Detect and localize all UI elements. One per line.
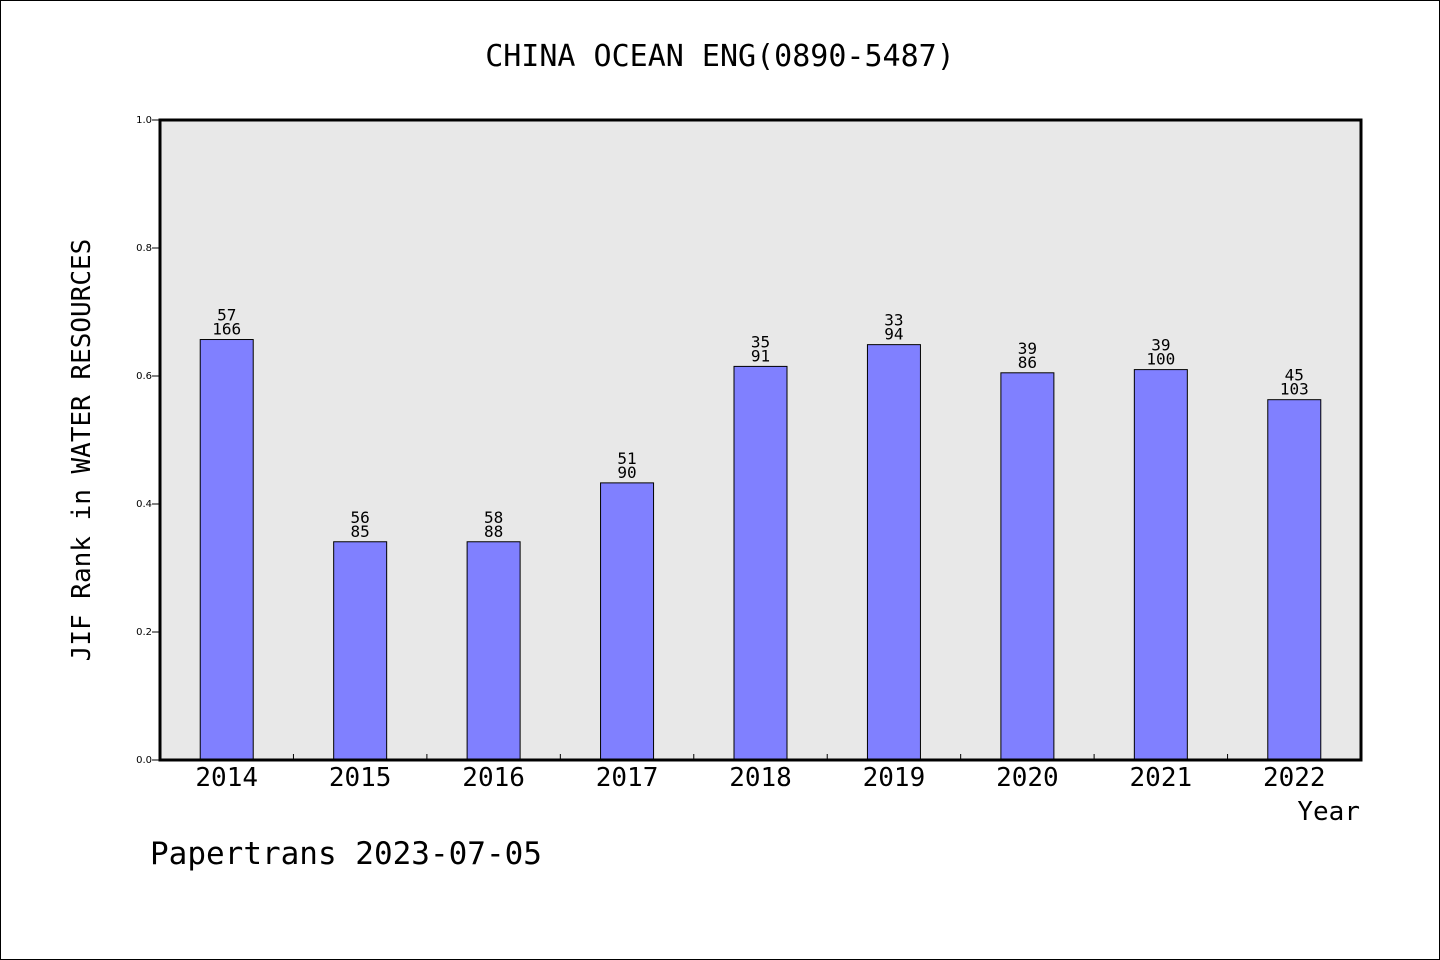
data-label-rank: 33 — [884, 311, 903, 330]
x-tick-label: 2022 — [1263, 763, 1326, 793]
x-tick-label: 2015 — [329, 763, 392, 793]
x-tick-label: 2020 — [996, 763, 1059, 793]
y-tick-label: 0.0 — [136, 755, 152, 766]
y-tick-label: 0.4 — [136, 499, 152, 510]
x-tick-label: 2018 — [729, 763, 792, 793]
x-tick-label: 2014 — [195, 763, 258, 793]
bar-series — [199, 339, 1322, 761]
x-tick-label: 2017 — [596, 763, 659, 793]
y-tick-label: 0.2 — [136, 627, 152, 638]
data-label-rank: 51 — [617, 449, 636, 468]
y-tick-label: 1.0 — [136, 115, 152, 126]
chart-title: CHINA OCEAN ENG(0890-5487) — [485, 39, 955, 74]
bar-2017 — [600, 482, 655, 761]
data-label-rank: 39 — [1018, 339, 1037, 358]
data-label-total: 94 — [884, 325, 903, 344]
bar-2020 — [1000, 372, 1055, 761]
bar-2021 — [1133, 369, 1188, 761]
x-axis-label: Year — [1297, 797, 1360, 827]
data-label-total: 90 — [617, 463, 636, 482]
bar-2022 — [1267, 399, 1322, 761]
y-axis-label: JIF Rank in WATER RESOURCES — [67, 239, 97, 662]
data-label-total: 86 — [1018, 353, 1037, 372]
plot-border — [158, 118, 1363, 762]
x-tick-label: 2019 — [863, 763, 926, 793]
data-label-total: 91 — [751, 346, 770, 365]
data-label-total: 100 — [1146, 350, 1175, 369]
x-tick-label: 2021 — [1130, 763, 1193, 793]
data-label-rank: 45 — [1285, 366, 1304, 385]
data-label-rank: 58 — [484, 508, 503, 527]
bar-2015 — [333, 541, 388, 761]
data-label-rank: 56 — [351, 508, 370, 527]
bar-2019 — [866, 344, 921, 761]
data-label-total: 85 — [351, 522, 370, 541]
data-label-total: 88 — [484, 522, 503, 541]
data-label-rank: 35 — [751, 332, 770, 351]
x-axis-ticks: 2014 2015 2016 2017 2018 2019 2020 2021 2022 — [195, 754, 1326, 793]
data-label-rank: 57 — [217, 306, 236, 325]
data-label-rank: 39 — [1151, 336, 1170, 355]
y-tick-label: 0.8 — [136, 243, 152, 254]
footer-watermark: Papertrans 2023-07-05 — [150, 836, 542, 872]
x-tick-label: 2016 — [462, 763, 525, 793]
bar-2014 — [199, 339, 254, 761]
data-label-total: 166 — [212, 320, 241, 339]
y-tick-label: 0.6 — [136, 371, 152, 382]
bar-2016 — [466, 541, 521, 761]
bar-2018 — [733, 365, 788, 761]
data-label-total: 103 — [1280, 380, 1309, 399]
y-axis-ticks: 0.0 0.2 0.4 0.6 0.8 1.0 — [136, 115, 160, 766]
